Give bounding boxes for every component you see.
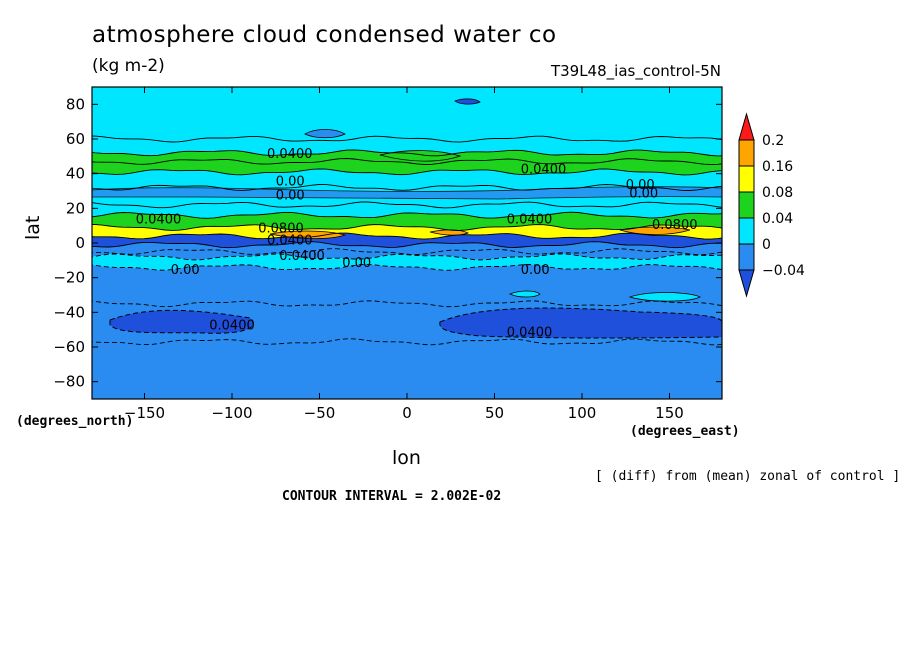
contour-blob [628,292,701,302]
colorbar-swatch [738,243,755,271]
contour-label: 0.0400 [507,213,553,228]
contour-label: 0.0400 [279,249,325,264]
contour-line [92,135,722,143]
band-fill [92,87,722,156]
contour-line [92,211,722,219]
contour-line [92,232,722,240]
contour-line [92,201,722,209]
band-fill [92,212,722,231]
contour-line [92,253,722,261]
colorbar-swatch [738,165,755,193]
colorbar-swatch [738,191,755,219]
x-tick-label: −100 [211,404,252,422]
colorbar-swatch [738,139,755,167]
band-fill [92,264,722,399]
contour-label: 0.0400 [507,325,553,340]
x-tick-label: −150 [124,404,165,422]
colorbar-label: 0.2 [762,133,784,149]
band-fill [92,241,722,260]
contour-blob [439,307,722,339]
contour-label: 0.0400 [267,234,313,249]
y-tick-label: 60 [66,130,85,148]
colorbar-label: 0.04 [762,211,793,227]
colorbar-arrow-top [738,112,755,141]
x-units-label: (degrees_east) [630,424,740,439]
contour-label: 0.0400 [521,162,567,177]
y-tick-label: −60 [53,338,85,356]
x-tick-label: −50 [304,404,336,422]
contour-label: 0.0800 [652,218,698,233]
x-axis-label: lon [392,447,421,469]
band-fill [92,233,722,248]
contour-label: 0.00 [626,178,655,193]
contour-interval: CONTOUR INTERVAL = 2.002E-02 [282,489,502,504]
contour-line [92,241,722,249]
contour-blob [304,129,346,139]
y-tick-label: 20 [66,199,85,217]
contour-label: 0.0800 [258,221,304,236]
y-tick-label: 40 [66,165,85,183]
y-tick-label: −20 [53,269,85,287]
chart-title: atmosphere cloud condensed water co [92,22,557,48]
y-units-label: (degrees_north) [16,414,134,429]
contour-blob [454,98,481,105]
y-tick-label: −80 [53,373,85,391]
colorbar-label: 0 [762,237,771,253]
contour-line [92,168,722,176]
chart-units: (kg m-2) [92,56,165,76]
y-axis-label: lat [22,215,44,240]
contour-line [92,158,722,166]
y-tick-label: 80 [66,95,85,113]
y-tick-label: −40 [53,303,85,321]
contour-label: 0.0400 [209,318,255,333]
colorbar-legend: 0.2 0.16 0.08 0.04 0 −0.04 [738,112,805,298]
contour-label: 0.00 [276,188,305,203]
contour-label: 0.00 [276,175,305,190]
contour-lines [92,135,722,346]
y-axis: 80 60 40 20 0 −20 −40 −60 −80 [53,95,722,391]
contour-label: 0.0400 [136,213,182,228]
contour-line [92,149,722,157]
x-tick-label: 0 [402,404,412,422]
run-label: T39L48_ias_control-5N [550,62,721,80]
colorbar-arrow-bottom [738,269,755,298]
contour-line [92,184,722,191]
colorbar-swatch [738,217,755,245]
contour-line [92,248,722,256]
color-fill-bands [92,87,722,399]
diff-note: [ (diff) from (mean) zonal of control ] [595,469,901,484]
band-fill [92,253,722,271]
colorbar-label: 0.08 [762,185,793,201]
contour-line [92,300,722,308]
contour-blob [509,290,541,298]
contour-line [92,263,722,271]
contour-label: 0.00 [171,263,200,278]
contour-blob [109,309,255,334]
colorbar-label: −0.04 [762,263,805,279]
contour-label: 0.00 [342,256,371,271]
contour-line [92,338,722,346]
colorbar-label: 0.16 [762,159,793,175]
y-tick-label: 0 [75,234,85,252]
contour-line [92,224,722,231]
x-axis: −150 −100 −50 0 50 100 150 [124,87,684,422]
contour-blob [429,229,470,236]
contour-label: 0.00 [521,263,550,278]
x-tick-label: 50 [485,404,504,422]
x-tick-label: 150 [655,404,684,422]
x-tick-label: 100 [568,404,597,422]
contour-label: 0.00 [629,187,658,202]
contour-label: 0.0400 [267,147,313,162]
